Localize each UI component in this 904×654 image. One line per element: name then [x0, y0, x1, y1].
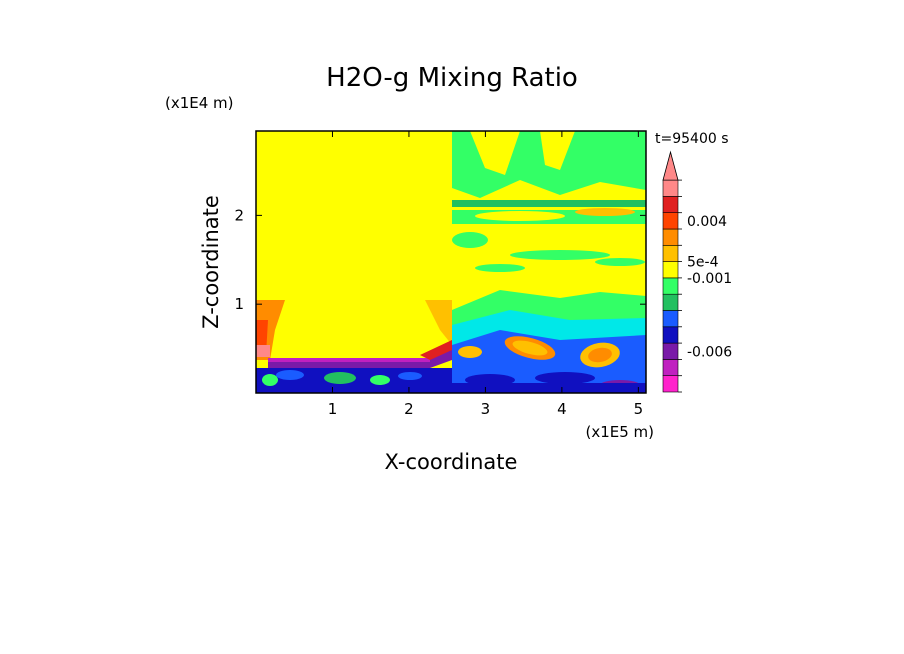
x-axis: 1 2 3 4 5	[328, 131, 643, 418]
x-tick-label: 5	[634, 400, 644, 418]
colorbar: 0.004 5e-4-0.001 -0.006	[662, 150, 732, 393]
x-tick-label: 3	[481, 400, 491, 418]
colorbar-segment	[662, 245, 679, 262]
colorbar-segment	[662, 293, 679, 311]
x-axis-label: X-coordinate	[385, 450, 518, 474]
colorbar-segment	[662, 375, 679, 393]
chart-title: H2O-g Mixing Ratio	[326, 63, 578, 93]
y-axis-label: Z-coordinate	[199, 195, 223, 329]
plot-frame	[255, 130, 647, 394]
colorbar-segment	[662, 179, 679, 197]
colorbar-label: 0.004	[687, 214, 727, 230]
time-label: t=95400 s	[655, 131, 729, 147]
colorbar-segment	[662, 342, 679, 360]
colorbar-extend-arrow	[662, 150, 679, 181]
x-tick-label: 1	[328, 400, 338, 418]
colorbar-segment	[662, 326, 679, 344]
x-tick-label: 4	[557, 400, 567, 418]
y-axis: 12	[234, 206, 646, 313]
colorbar-label: 5e-4	[687, 255, 719, 271]
colorbar-segment	[662, 310, 679, 328]
colorbar-segment	[662, 359, 679, 376]
contour-field	[256, 131, 646, 393]
y-tick-label: 2	[234, 206, 244, 224]
x-tick-label: 2	[404, 400, 414, 418]
colorbar-segment	[662, 196, 679, 213]
x-unit-label: (x1E5 m)	[585, 423, 654, 441]
y-unit-label: (x1E4 m)	[165, 94, 234, 112]
colorbar-label: -0.001	[687, 271, 732, 287]
colorbar-segment	[662, 277, 679, 295]
colorbar-label: -0.006	[687, 344, 732, 360]
colorbar-segment	[662, 228, 679, 246]
colorbar-segment	[662, 212, 679, 230]
colorbar-segment	[662, 261, 679, 279]
y-tick-label: 1	[234, 295, 244, 313]
